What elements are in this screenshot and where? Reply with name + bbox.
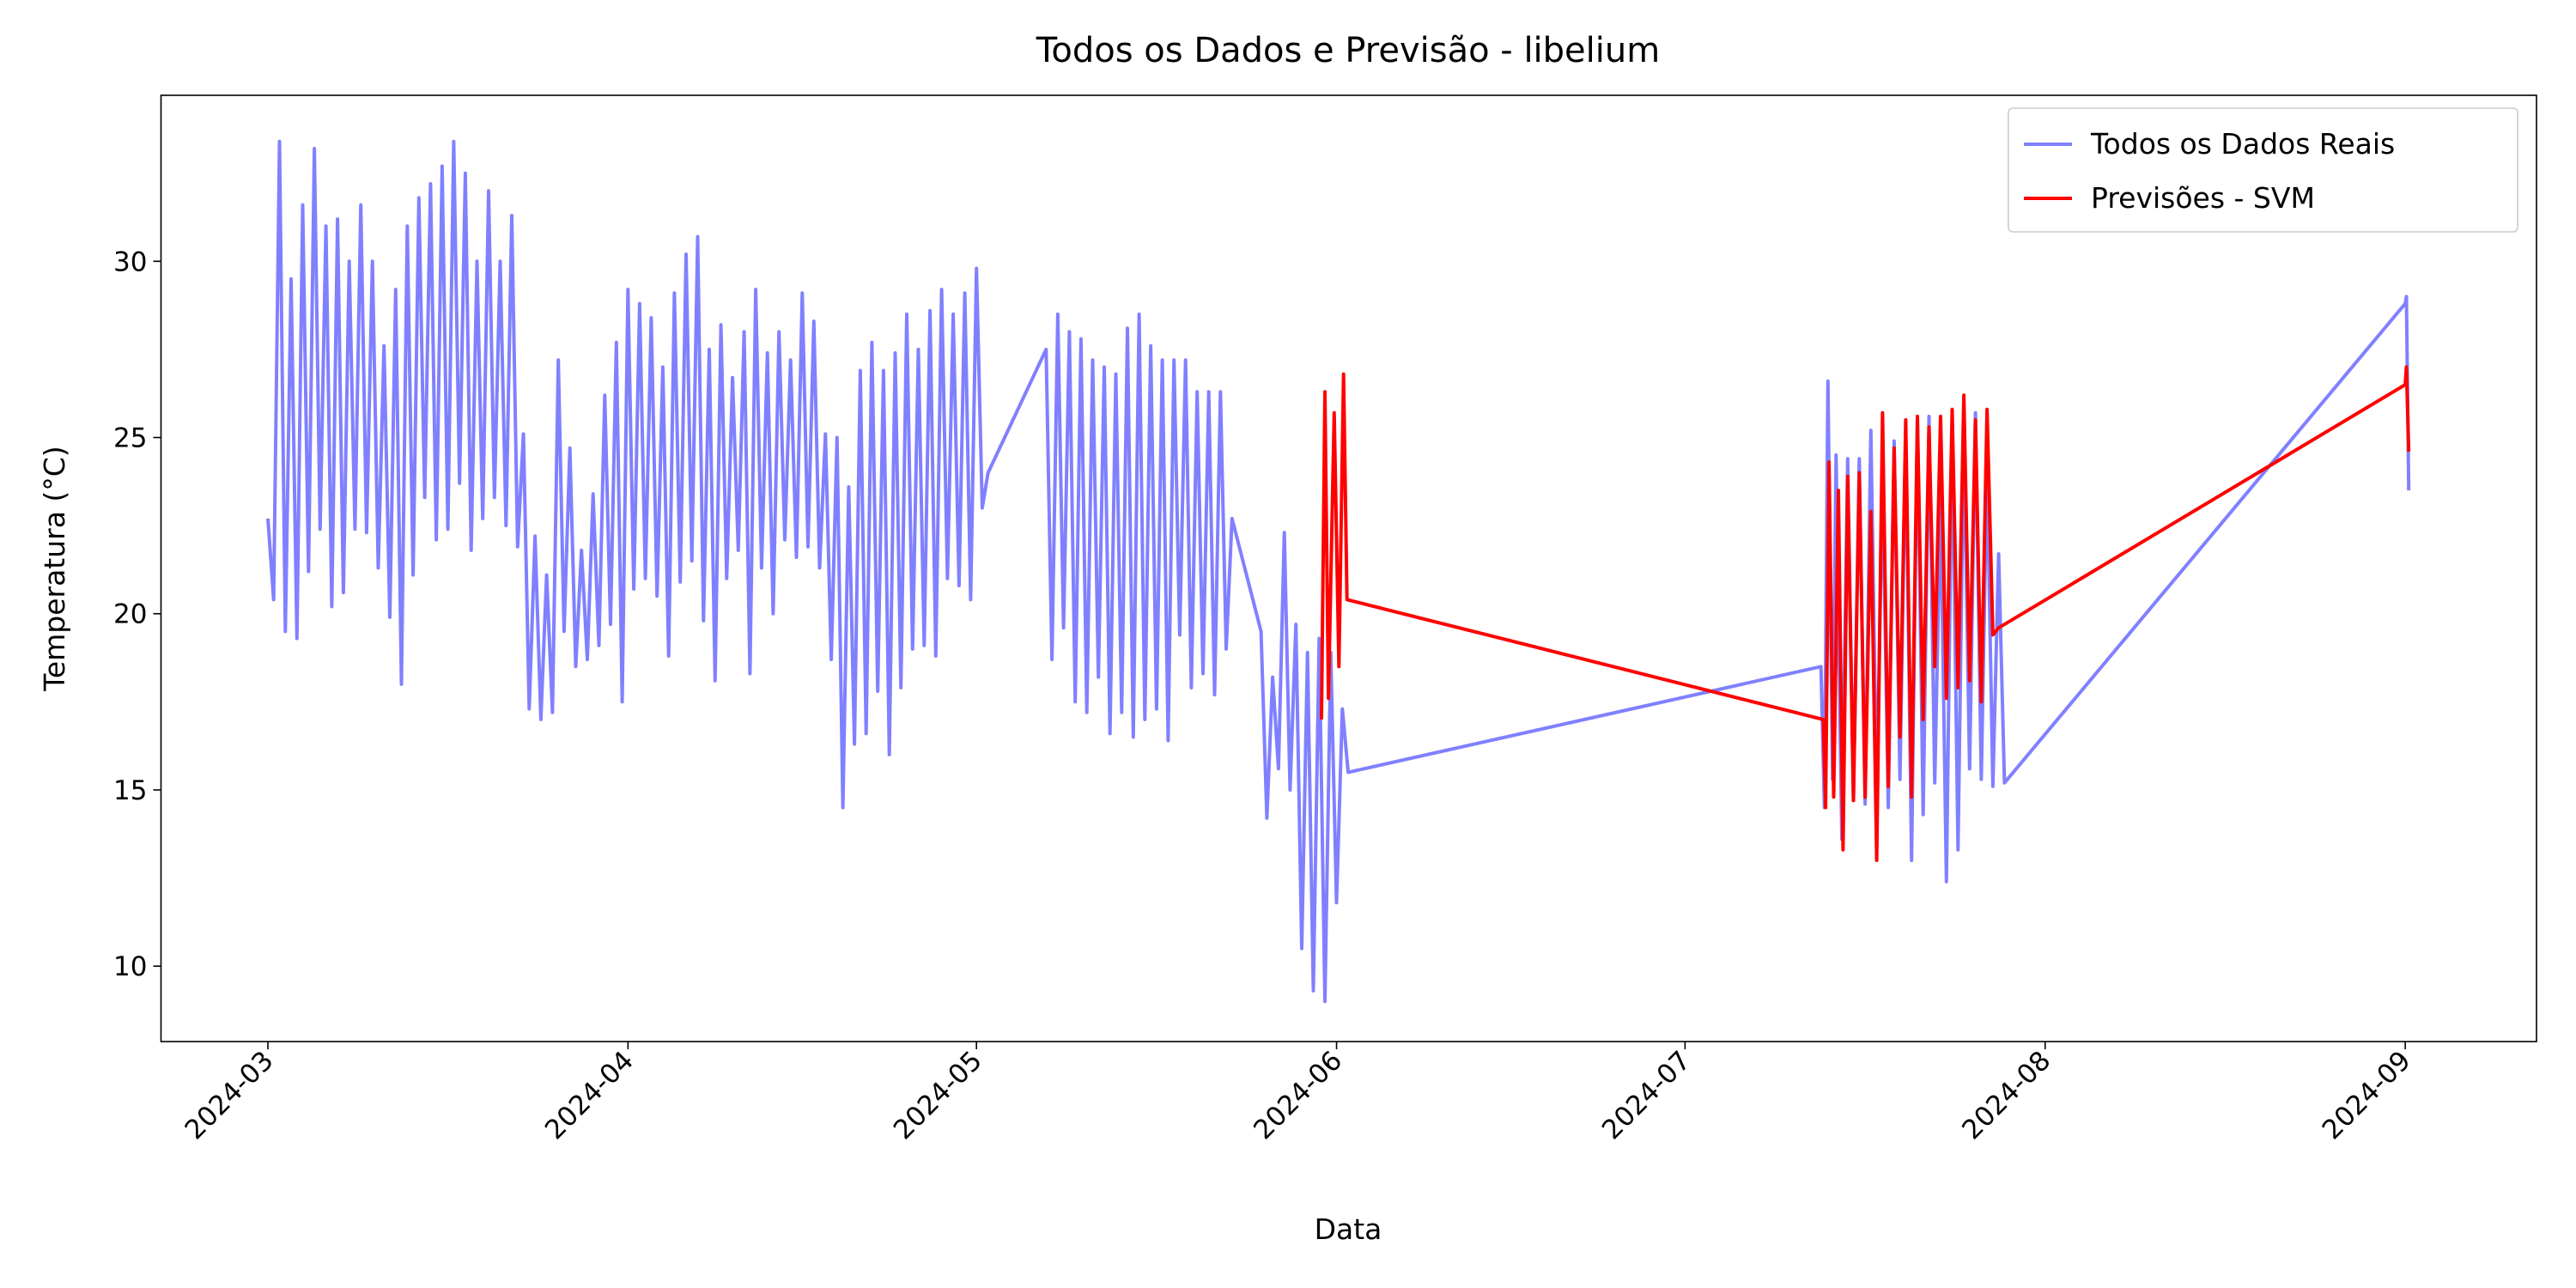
- chart-title: Todos os Dados e Previsão - libelium: [1036, 31, 1660, 70]
- y-axis-label: Temperatura (°C): [38, 446, 71, 691]
- y-tick-label: 10: [113, 951, 147, 982]
- legend-label: Todos os Dados Reais: [2090, 127, 2395, 161]
- y-tick-label: 25: [113, 423, 147, 454]
- y-tick-label: 30: [113, 246, 147, 277]
- data-line: [1320, 365, 2411, 862]
- axes-frame: [160, 94, 2537, 1042]
- legend-box: [2008, 107, 2518, 233]
- legend-label: Previsões - SVM: [2091, 181, 2315, 215]
- y-tick-label: 20: [113, 599, 147, 630]
- x-axis-label: Data: [1315, 1212, 1382, 1246]
- y-tick-label: 15: [113, 775, 147, 806]
